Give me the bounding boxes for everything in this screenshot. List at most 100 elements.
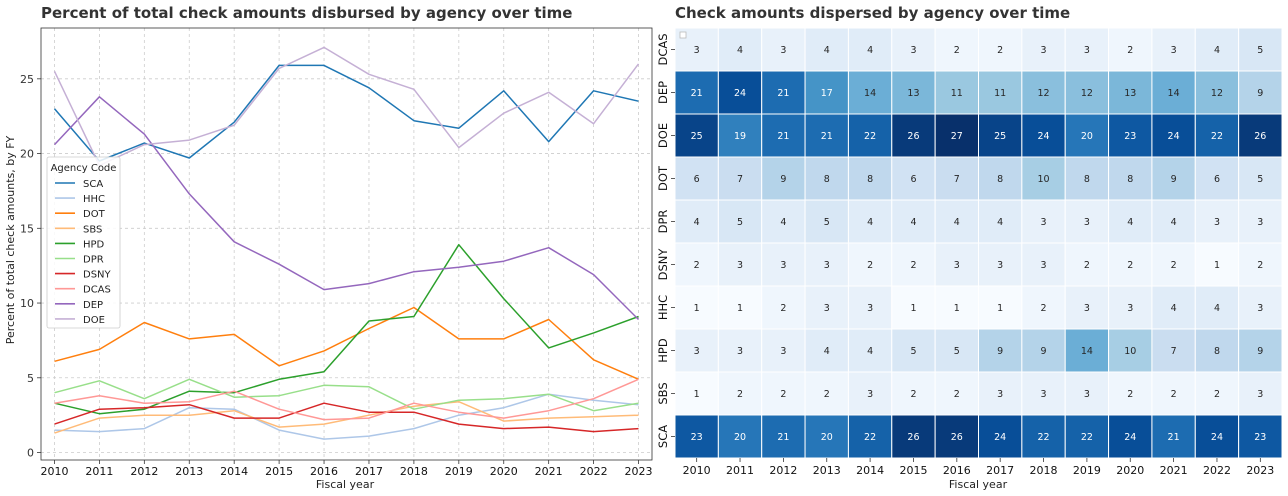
heatmap-cell-label: 5 (1257, 174, 1263, 185)
column-label: 2014 (856, 464, 884, 477)
heatmap-cell (1194, 328, 1240, 373)
line-chart-xlabel: Fiscal year (316, 478, 375, 491)
heatmap-cell-label: 8 (1127, 174, 1133, 185)
heatmap-cell-label: 5 (737, 217, 743, 228)
heatmap-cell (674, 242, 719, 287)
heatmap-cell (1064, 27, 1110, 72)
legend: Agency Code SCA HHC DOT SBS HPD DPR DSNY DCAS DEP… (46, 156, 121, 329)
legend-label-doe: DOE (83, 315, 105, 326)
row-label-dpr: DPR (656, 210, 670, 234)
heatmap-cell (761, 285, 806, 330)
series-line-dcas (54, 378, 639, 421)
y-tick-label: 20 (20, 148, 34, 161)
heatmap-cell (1238, 199, 1283, 244)
x-tick-label: 2010 (40, 465, 68, 478)
legend-label-hhc: HHC (83, 194, 105, 205)
heatmap-cell (847, 414, 893, 459)
heatmap-cell-label: 1 (954, 303, 960, 314)
heatmap-cell-label: 17 (821, 88, 833, 99)
heatmap-cell-label: 6 (694, 174, 700, 185)
heatmap-cell (1064, 371, 1110, 416)
series-line-dot (54, 306, 639, 380)
x-tick-label: 2019 (445, 465, 473, 478)
heatmap-cell-label: 3 (824, 260, 830, 271)
heatmap-cell (1194, 27, 1240, 72)
heatmap-cell-label: 21 (777, 131, 789, 142)
heatmap-cell-label: 4 (694, 217, 700, 228)
row-label-hhc: HHC (656, 295, 670, 320)
heatmap-cell-label: 13 (1124, 88, 1136, 99)
heatmap-cell-label: 20 (734, 432, 746, 443)
heatmap-cell-label: 4 (867, 217, 873, 228)
heatmap-cell-label: 20 (1081, 131, 1093, 142)
series-line-dpr (54, 378, 639, 412)
heatmap-xlabel: Fiscal year (949, 478, 1008, 491)
heatmap-cell (674, 70, 719, 115)
heatmap-cell (1151, 285, 1196, 330)
x-tick-label: 2017 (355, 465, 383, 478)
heatmap-cell-label: 3 (694, 45, 700, 56)
heatmap-cell-label: 5 (824, 217, 830, 228)
series-line-dsny (54, 402, 639, 433)
heatmap-cell-label: 26 (907, 432, 919, 443)
heatmap-cell-label: 24 (1168, 131, 1180, 142)
heatmap-cell-label: 5 (954, 346, 960, 357)
heatmap-cell-label: 4 (737, 45, 743, 56)
heatmap-cell (1194, 199, 1240, 244)
heatmap-cell-label: 3 (824, 303, 830, 314)
x-tick-label: 2014 (220, 465, 248, 478)
heatmap-cell (891, 156, 936, 201)
heatmap-cell (761, 156, 806, 201)
heatmap-cell-label: 3 (1171, 45, 1177, 56)
heatmap-cell-label: 11 (951, 88, 963, 99)
heatmap-cell-label: 24 (1211, 432, 1223, 443)
x-tick-label: 2012 (130, 465, 158, 478)
heatmap-cell-label: 26 (1254, 131, 1266, 142)
row-label-dot: DOT (656, 165, 670, 191)
heatmap-cell (847, 156, 893, 201)
heatmap-cell-label: 8 (997, 174, 1003, 185)
heatmap-cell (1021, 328, 1066, 373)
heatmap-cell-label: 1 (694, 389, 700, 400)
heatmap-cell-label: 3 (1257, 217, 1263, 228)
heatmap-cell-label: 3 (1127, 303, 1133, 314)
x-tick-label: 2023 (625, 465, 653, 478)
heatmap-cell-label: 4 (1171, 217, 1177, 228)
heatmap-cell-label: 22 (1037, 432, 1049, 443)
heatmap-cell-label: 5 (1257, 45, 1263, 56)
heatmap-cell-label: 3 (997, 389, 1003, 400)
heatmap-cell-label: 1 (694, 303, 700, 314)
heatmap-cell-label: 22 (1211, 131, 1223, 142)
heatmap-cell (891, 371, 936, 416)
heatmap-cell (1194, 371, 1240, 416)
x-tick-label: 2013 (175, 465, 203, 478)
heatmap-cell (1108, 285, 1153, 330)
heatmap-cell (1194, 414, 1240, 459)
legend-label-dep: DEP (83, 300, 103, 311)
heatmap-cell (717, 242, 763, 287)
heatmap-cell (1108, 242, 1153, 287)
heatmap-cell-label: 7 (1171, 346, 1177, 357)
x-tick-label: 2022 (580, 465, 608, 478)
heatmap-cell (1064, 414, 1110, 459)
x-tick-label: 2016 (310, 465, 338, 478)
heatmap-cell-label: 2 (1171, 389, 1177, 400)
heatmap-cell-label: 2 (997, 45, 1003, 56)
plot-frame (40, 27, 653, 461)
series-line-sca (53, 64, 639, 162)
heatmap-cell-label: 4 (824, 346, 830, 357)
heatmap-cell (1151, 242, 1196, 287)
heatmap-cell-label: 3 (780, 346, 786, 357)
heatmap-cell (934, 242, 980, 287)
heatmap-cell-label: 3 (737, 260, 743, 271)
heatmap-cell (891, 27, 936, 72)
heatmap-cell-label: 26 (907, 131, 919, 142)
heatmap-cell-label: 23 (691, 432, 703, 443)
y-tick-label: 25 (20, 73, 34, 86)
heatmap-cell (1151, 156, 1196, 201)
column-label: 2023 (1246, 464, 1274, 477)
legend-label-dot: DOT (83, 209, 106, 220)
heatmap-cell-label: 4 (1171, 303, 1177, 314)
heatmap-cell-label: 7 (954, 174, 960, 185)
column-label: 2020 (1116, 464, 1144, 477)
